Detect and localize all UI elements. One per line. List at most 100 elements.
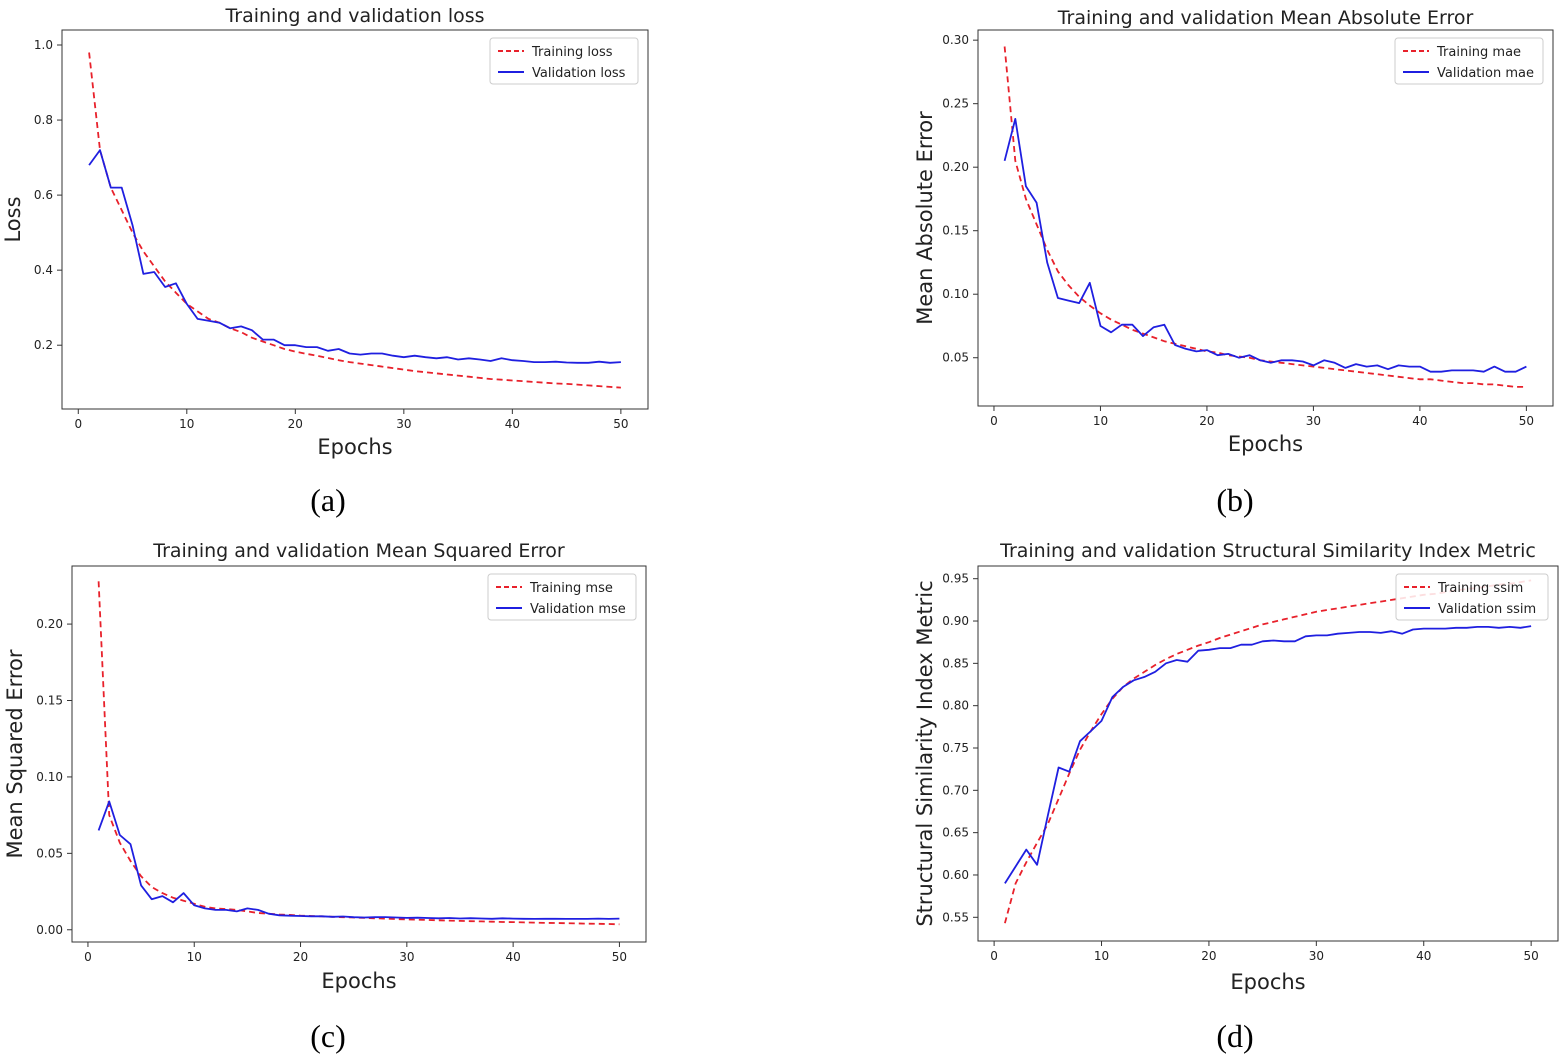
y-tick-label: 0.95: [942, 572, 969, 586]
y-tick-label: 0.55: [942, 910, 969, 924]
x-tick-label: 50: [613, 417, 628, 431]
y-tick-label: 0.4: [34, 263, 53, 277]
y-tick-label: 0.30: [942, 33, 969, 47]
mae-chart: Training and validation Mean Absolute Er…: [913, 7, 1554, 456]
validation-series-line: [97, 800, 620, 920]
x-tick-label: 10: [1094, 949, 1109, 963]
x-tick-label: 50: [1524, 949, 1539, 963]
x-tick-label: 40: [505, 417, 520, 431]
caption-d: (d): [1216, 1018, 1254, 1054]
x-tick-label: 10: [179, 417, 194, 431]
caption-a: (a): [310, 482, 346, 518]
x-tick-label: 20: [1199, 414, 1214, 428]
plot-frame: [71, 565, 647, 943]
legend-box: [489, 37, 639, 85]
y-tick-label: 0.90: [942, 614, 969, 628]
y-tick-label: 0.8: [34, 113, 53, 127]
validation-series-line: [1004, 625, 1532, 884]
y-tick-label: 0.80: [942, 699, 969, 713]
y-tick-label: 0.65: [942, 826, 969, 840]
x-tick-label: 10: [187, 950, 202, 964]
x-tick-label: 20: [288, 417, 303, 431]
legend-label: Validation mse: [530, 602, 626, 617]
x-axis-label: Epochs: [1230, 970, 1305, 994]
plot-frame: [61, 29, 649, 410]
x-tick-label: 30: [399, 950, 414, 964]
chart-title: Training and validation Mean Absolute Er…: [1057, 7, 1474, 29]
y-axis-label: Mean Absolute Error: [913, 111, 937, 325]
y-tick-label: 0.05: [942, 351, 969, 365]
mse-chart: Training and validation Mean Squared Err…: [3, 540, 647, 993]
x-tick-label: 40: [1412, 414, 1427, 428]
y-tick-label: 0.60: [942, 868, 969, 882]
chart-title: Training and validation Structural Simil…: [999, 540, 1536, 562]
caption-b: (b): [1216, 482, 1254, 518]
legend-label: Validation mae: [1437, 66, 1534, 81]
x-tick-label: 20: [293, 950, 308, 964]
x-tick-label: 20: [1201, 949, 1216, 963]
x-axis-label: Epochs: [317, 435, 392, 459]
x-tick-label: 50: [1519, 414, 1534, 428]
y-tick-label: 0.2: [34, 338, 53, 352]
y-tick-label: 0.6: [34, 188, 53, 202]
training-series-line: [97, 581, 620, 926]
validation-series-line: [88, 149, 621, 364]
y-tick-label: 0.10: [36, 770, 63, 784]
chart-panel-c: Training and validation Mean Squared Err…: [0, 530, 680, 1000]
y-tick-label: 0.85: [942, 656, 969, 670]
x-tick-label: 10: [1093, 414, 1108, 428]
y-axis-label: Mean Squared Error: [3, 649, 27, 858]
y-tick-label: 0.20: [942, 160, 969, 174]
y-tick-label: 0.70: [942, 783, 969, 797]
training-series-line: [88, 52, 621, 389]
chart-panel-d: Training and validation Structural Simil…: [900, 530, 1564, 1000]
x-tick-label: 0: [74, 417, 82, 431]
plot-frame: [977, 29, 1554, 407]
y-tick-label: 1.0: [34, 38, 53, 52]
x-tick-label: 0: [990, 949, 998, 963]
y-tick-label: 0.10: [942, 287, 969, 301]
x-tick-label: 30: [1309, 949, 1324, 963]
y-tick-label: 0.00: [36, 923, 63, 937]
legend: Training ssim Validation ssim: [1395, 573, 1549, 621]
legend: Training loss Validation loss: [489, 37, 639, 85]
validation-series-line: [1003, 118, 1527, 373]
y-axis-label: Structural Similarity Index Metric: [913, 580, 937, 926]
legend-label: Validation loss: [532, 66, 626, 81]
x-tick-label: 30: [1306, 414, 1321, 428]
y-axis-label: Loss: [1, 196, 25, 242]
legend-box: [1395, 573, 1549, 621]
x-axis-label: Epochs: [1228, 432, 1303, 456]
legend-label: Training loss: [531, 45, 613, 60]
training-series-line: [1003, 46, 1527, 388]
x-tick-label: 0: [990, 414, 998, 428]
x-axis-label: Epochs: [321, 969, 396, 993]
training-series-line: [1004, 579, 1532, 924]
legend-label: Validation ssim: [1438, 602, 1536, 617]
legend-label: Training mse: [529, 581, 613, 596]
legend-box: [487, 573, 637, 621]
chart-title: Training and validation loss: [224, 5, 484, 27]
legend-label: Training mae: [1436, 45, 1521, 60]
chart-title: Training and validation Mean Squared Err…: [152, 540, 565, 562]
plot-frame: [977, 565, 1559, 942]
x-tick-label: 0: [84, 950, 92, 964]
legend: Training mae Validation mae: [1394, 37, 1544, 85]
x-tick-label: 30: [396, 417, 411, 431]
legend-label: Training ssim: [1437, 581, 1523, 596]
legend: Training mse Validation mse: [487, 573, 637, 621]
x-tick-label: 50: [612, 950, 627, 964]
legend-box: [1394, 37, 1544, 85]
ssim-chart: Training and validation Structural Simil…: [913, 540, 1559, 994]
chart-panel-b: Training and validation Mean Absolute Er…: [900, 0, 1564, 470]
chart-panel-a: Training and validation loss 0 10 20 30 40 50 0…: [0, 0, 680, 470]
x-tick-label: 40: [505, 950, 520, 964]
y-tick-label: 0.20: [36, 617, 63, 631]
caption-c: (c): [310, 1018, 346, 1054]
x-tick-label: 40: [1416, 949, 1431, 963]
y-tick-label: 0.25: [942, 97, 969, 111]
loss-chart: Training and validation loss 0 10 20 30 40 50 0…: [1, 5, 649, 459]
y-tick-label: 0.15: [36, 694, 63, 708]
y-tick-label: 0.75: [942, 741, 969, 755]
y-tick-label: 0.15: [942, 224, 969, 238]
